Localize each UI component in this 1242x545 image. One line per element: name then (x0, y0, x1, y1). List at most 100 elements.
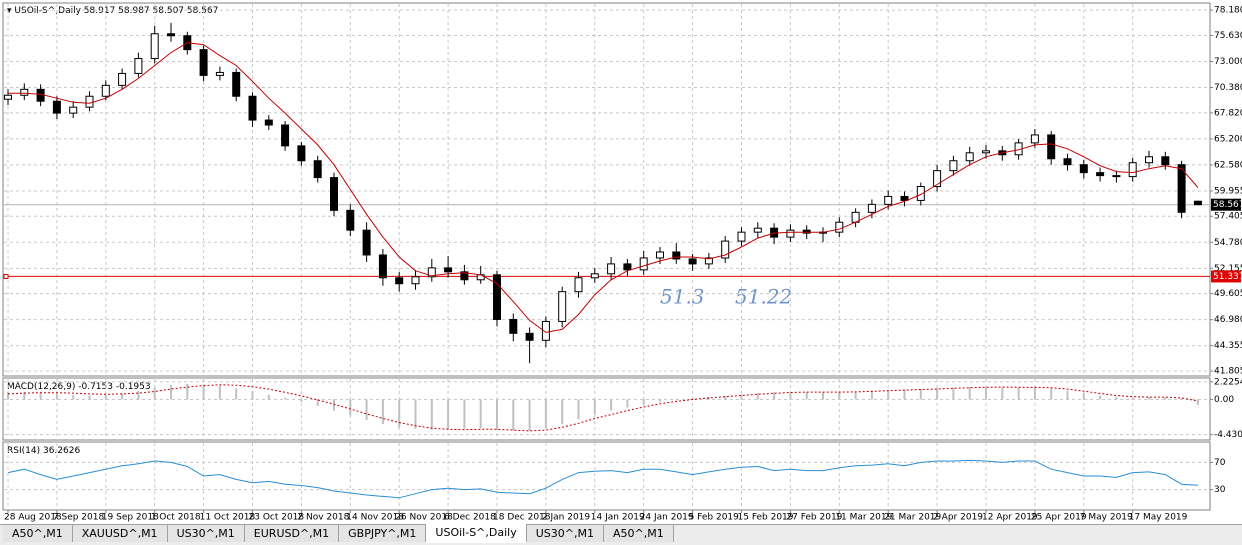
candle-body (4, 94, 12, 100)
candle-body (1096, 172, 1105, 177)
chart-tab[interactable]: EURUSD^,M1 (244, 525, 340, 542)
x-tick-label: 27 Feb 2019 (786, 513, 842, 523)
candle-body (69, 106, 78, 114)
chart-tab[interactable]: XAUUSD^,M1 (72, 525, 168, 542)
macd-bar (512, 399, 515, 431)
candle-body (232, 71, 241, 97)
macd-bar (887, 389, 890, 400)
macd-bar (544, 399, 547, 429)
macd-bar (985, 387, 987, 400)
macd-bar (659, 399, 661, 402)
macd-bar (186, 383, 189, 400)
y-tick-label: 2.2254 (1214, 377, 1242, 387)
macd-bar (1196, 399, 1199, 406)
macd-bar (7, 392, 9, 400)
macd-bar (55, 393, 58, 400)
candle-body (509, 318, 518, 334)
macd-bar (1001, 387, 1004, 400)
macd-signal-line (7, 384, 1198, 432)
x-tick-label: 26 Nov 2018 (395, 513, 453, 523)
chart-tab[interactable]: USOil-S^,Daily (426, 524, 527, 543)
macd-bar (365, 399, 368, 421)
candle-body (346, 209, 355, 231)
x-tick-label: 2 Nov 2018 (297, 513, 349, 523)
macd-bar (773, 392, 776, 400)
x-tick-label: 11 Oct 2018 (200, 513, 256, 523)
candle-body (281, 124, 290, 147)
candle-body (672, 251, 681, 260)
rsi-value: 36.2626 (43, 446, 80, 456)
macd-bar (903, 389, 906, 400)
level-label-box (1211, 270, 1241, 283)
macd-bar (593, 399, 596, 415)
y-tick-label: 46.980 (1214, 315, 1242, 325)
macd-header: MACD(12,26,9) -0.7153 -0.1953 (7, 382, 151, 392)
y-tick-label: 41.805 (1214, 366, 1242, 376)
x-tick-label: 24 Jan 2019 (640, 513, 694, 523)
macd-bar (691, 398, 694, 400)
y-tick-label: 49.605 (1214, 289, 1242, 299)
macd-bar (1050, 388, 1053, 400)
candle-body (704, 257, 713, 265)
candle-body (395, 277, 404, 285)
candle-body (1112, 175, 1121, 178)
macd-bar (854, 391, 857, 400)
macd-bar (626, 399, 629, 408)
candle-body (753, 227, 762, 233)
moving-average (8, 42, 1199, 333)
candle-body (541, 320, 550, 341)
y-tick-label: 78.180 (1214, 6, 1242, 16)
x-tick-label: 12 Apr 2019 (982, 513, 1038, 523)
candle-body (52, 100, 61, 114)
candle-body (656, 251, 664, 259)
macd-bar (137, 390, 140, 400)
macd-bar (414, 399, 417, 429)
macd-bar (251, 391, 254, 400)
macd-bar (724, 395, 727, 400)
macd-bar (1131, 397, 1134, 400)
y-tick-label: 65.200 (1214, 134, 1242, 144)
macd-panel (2, 377, 1211, 441)
candle-body (460, 271, 469, 281)
candle-body (150, 33, 159, 60)
candle-body (444, 267, 453, 273)
candle-body (215, 71, 224, 76)
candle-body (134, 58, 143, 74)
candle-body (1079, 164, 1088, 174)
x-tick-label: 2 Apr 2019 (933, 513, 983, 523)
candle-body (313, 160, 322, 179)
candle-body (525, 332, 534, 341)
macd-bar (398, 399, 401, 428)
macd-main: -0.7153 (78, 382, 113, 392)
chart-tab[interactable]: A50^,M1 (3, 525, 73, 542)
rsi-header: RSI(14) 36.2626 (7, 446, 80, 456)
y-tick-label: -4.4309 (1214, 430, 1242, 440)
macd-bar (919, 389, 922, 400)
x-tick-label: 28 Aug 2018 (4, 513, 62, 523)
candle-body (835, 221, 844, 233)
macd-bar (968, 387, 971, 400)
candle-body (199, 49, 208, 76)
y-tick-label: 0.00 (1214, 395, 1234, 405)
macd-bar (430, 399, 433, 430)
macd-bar (1082, 393, 1085, 400)
chart-tab[interactable]: US30^,M1 (167, 525, 245, 542)
x-tick-label: 25 Apr 2019 (1031, 513, 1087, 523)
candle-body (1030, 134, 1039, 144)
macd-bar (822, 392, 824, 400)
macd-bar (577, 399, 580, 420)
x-tick-label: 14 Jan 2019 (591, 513, 645, 523)
candle-body (965, 152, 974, 162)
x-tick-label: 6 Dec 2018 (444, 513, 496, 523)
chart-tab[interactable]: A50^,M1 (603, 525, 674, 542)
macd-bar (789, 391, 792, 400)
chart-tabs: A50^,M1 XAUUSD^,M1 US30^,M1 EURUSD^,M1 GBPJP… (0, 524, 1242, 545)
chart-tab[interactable]: US30^,M1 (526, 525, 604, 542)
chart-tab[interactable]: GBPJPY^,M1 (339, 525, 427, 542)
y-tick-label: 75.630 (1214, 31, 1242, 41)
candle-body (688, 258, 697, 265)
candle-body (558, 291, 567, 322)
handwritten-note: 51.22 (735, 285, 792, 309)
macd-bar (528, 399, 531, 431)
macd-bar (1017, 387, 1020, 400)
